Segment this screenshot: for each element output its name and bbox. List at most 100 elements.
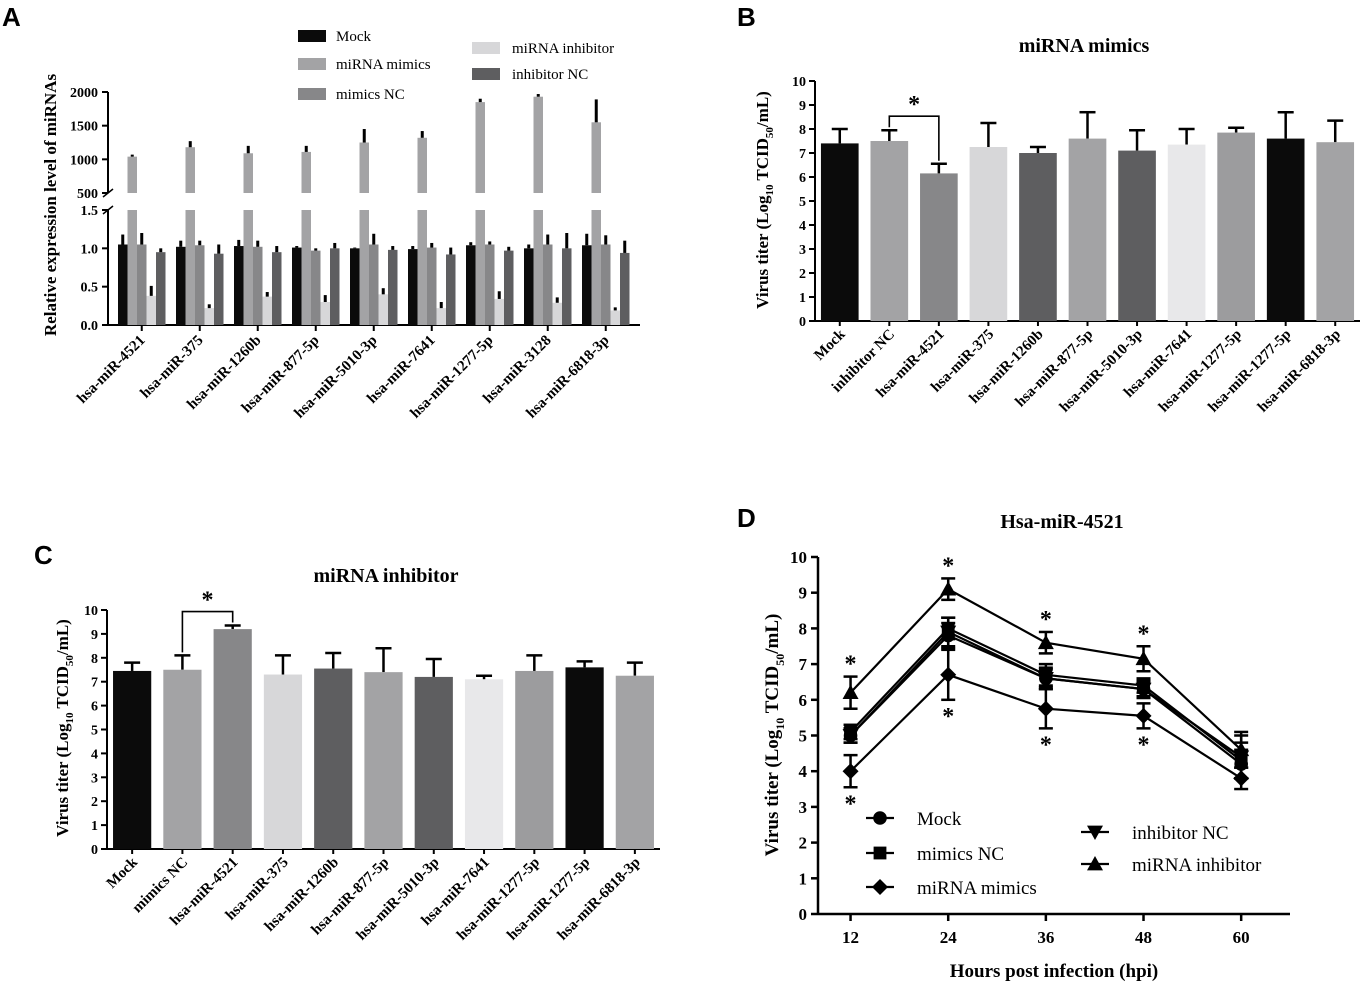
error-bar — [217, 244, 221, 254]
legend-label-mimics: miRNA mimics — [336, 57, 431, 73]
panel-d-xlabel: Hours post infection (hpi) — [950, 961, 1159, 982]
x-tick-label: 36 — [1037, 928, 1054, 947]
category-label: Mock — [811, 326, 849, 364]
legend-label-mimics-nc: mimics NC — [336, 87, 405, 103]
bar-hsa-mir-1277-5p — [565, 667, 604, 849]
bar-hsa-mir-375 — [969, 147, 1008, 321]
panel-a-ytick-label: 1.0 — [81, 242, 99, 257]
panel-a-ytick-label: 0.5 — [81, 281, 99, 296]
y-tick-label: 10 — [84, 604, 98, 619]
error-bar — [130, 154, 134, 157]
error-bar — [188, 141, 192, 148]
error-bar — [411, 246, 415, 250]
panel-a-chart: Relative expression level of miRNAs Mock… — [41, 29, 640, 422]
x-tick-label: 24 — [940, 928, 958, 947]
bar-inhibitor-nc — [562, 248, 572, 325]
bar-mimics-nc — [253, 246, 263, 325]
y-tick-label: 7 — [799, 147, 806, 162]
y-tick-label: 3 — [91, 771, 98, 786]
legend-marker-mirna-inhibitor — [1087, 856, 1103, 871]
y-tick-label: 1 — [799, 869, 808, 888]
bar-mimics — [301, 210, 311, 325]
bar-mimics-nc — [137, 244, 147, 325]
bar-hsa-mir-4521 — [920, 173, 958, 321]
panel-label-b: B — [737, 2, 756, 32]
y-tick-label: 5 — [799, 727, 808, 746]
error-bar — [295, 246, 299, 248]
panel-a-legend: Mock miRNA mimics mimics NC miRNA inhibi… — [298, 29, 614, 103]
error-bar — [256, 240, 260, 247]
bar-hsa-mir-4521 — [213, 629, 252, 849]
y-tick-label: 7 — [91, 676, 98, 691]
panel-a-ytick-label: 1500 — [70, 120, 98, 135]
error-bar — [323, 295, 327, 302]
error-bar — [121, 234, 125, 245]
point-mirna-mimics — [1135, 707, 1152, 724]
point-mirna-inhibitor — [940, 581, 957, 596]
y-tick-label: 1 — [91, 819, 98, 834]
bar-mimics — [185, 147, 195, 193]
point-inhibitor-nc — [940, 625, 957, 640]
bar-inhibitor-nc — [272, 252, 282, 325]
bar-hsa-mir-6818-3p — [1316, 142, 1355, 321]
error-bar — [275, 246, 279, 253]
y-tick-label: 1 — [799, 291, 806, 306]
significance-star: * — [1138, 621, 1150, 647]
panel-a-ytick-label: 1.5 — [81, 204, 99, 219]
error-bar — [449, 247, 453, 255]
point-mirna-inhibitor — [1037, 634, 1054, 650]
significance-star: * — [908, 92, 920, 118]
y-tick-label: 7 — [799, 655, 808, 674]
point-mirna-inhibitor — [1135, 650, 1152, 666]
y-tick-label: 2 — [91, 795, 98, 810]
error-bar — [613, 307, 617, 311]
panel-a-ytick-label: 500 — [77, 187, 98, 202]
error-bar — [179, 240, 183, 247]
bar-mock — [350, 248, 360, 325]
error-bar — [362, 129, 366, 143]
bar-inhibitor-nc — [620, 252, 630, 325]
significance-star: * — [202, 588, 214, 614]
y-tick-label: 4 — [91, 747, 98, 762]
bar-mock — [292, 247, 302, 325]
point-mirna-mimics — [842, 763, 859, 780]
y-tick-label: 2 — [799, 834, 808, 853]
bar-hsa-mir-1260b — [1019, 153, 1057, 321]
y-tick-label: 3 — [799, 798, 808, 817]
y-tick-label: 2 — [799, 267, 806, 282]
significance-star: * — [845, 791, 857, 817]
bar-mock — [234, 246, 244, 325]
bar-inhibitor-nc — [388, 249, 398, 325]
bar-mimics — [591, 210, 601, 325]
bar-inhibitor — [320, 302, 330, 325]
error-bar — [420, 131, 424, 138]
legend-label-mimics-nc: mimics NC — [917, 844, 1004, 865]
category-label: Mock — [104, 854, 142, 892]
bar-hsa-mir-7641 — [464, 679, 504, 849]
y-tick-label: 9 — [799, 99, 806, 114]
bar-inhibitor — [262, 296, 272, 325]
legend-label-mock: Mock — [917, 809, 962, 830]
y-tick-label: 9 — [799, 584, 808, 603]
legend-label-inhibitor-nc: inhibitor NC — [1132, 823, 1229, 844]
panel-a-ytick-label: 2000 — [70, 86, 98, 101]
error-bar — [391, 246, 395, 250]
legend-swatch-mimics — [298, 58, 326, 70]
error-bar — [488, 241, 492, 245]
legend-marker-mock — [873, 811, 887, 825]
legend-label-mirna-inhibitor: miRNA inhibitor — [1132, 855, 1262, 876]
error-bar — [469, 242, 473, 246]
bar-hsa-mir-6818-3p — [615, 675, 654, 849]
y-tick-label: 6 — [799, 691, 808, 710]
y-tick-label: 8 — [799, 619, 808, 638]
legend-swatch-inhibitor-nc — [472, 68, 500, 80]
bar-mimics — [475, 210, 485, 325]
bar-inhibitor-nc — [504, 250, 514, 325]
significance-bracket — [181, 610, 234, 653]
legend-swatch-inhibitor — [472, 42, 500, 54]
y-tick-label: 6 — [91, 700, 98, 715]
significance-star: * — [942, 704, 954, 730]
bar-mimics — [533, 96, 543, 193]
error-bar — [536, 94, 540, 97]
